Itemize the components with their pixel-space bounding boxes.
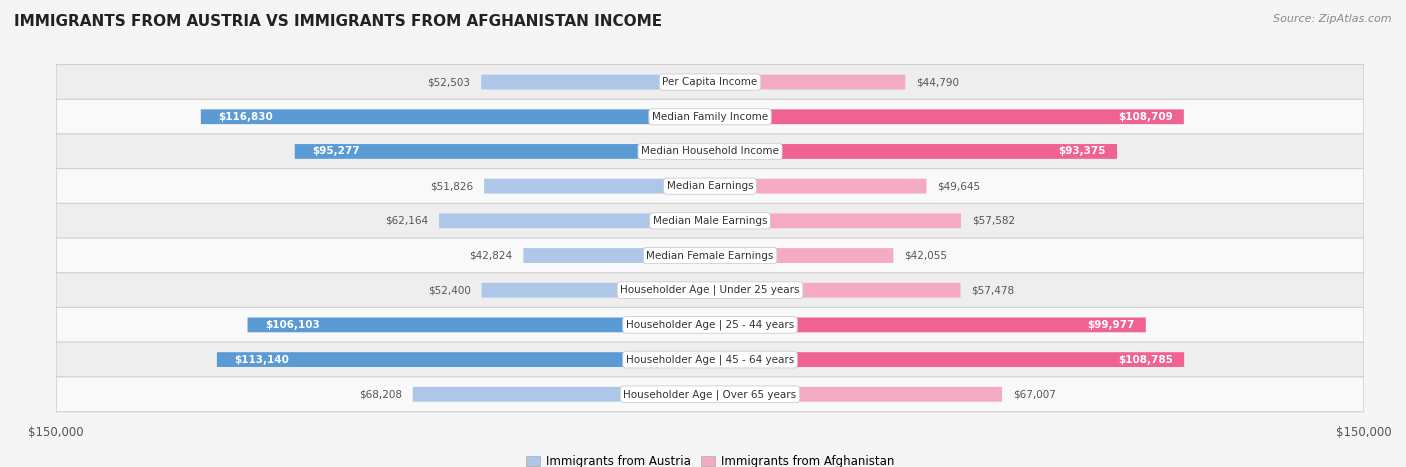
FancyBboxPatch shape bbox=[56, 99, 1364, 134]
Text: $113,140: $113,140 bbox=[235, 354, 290, 365]
FancyBboxPatch shape bbox=[484, 179, 710, 193]
Text: $49,645: $49,645 bbox=[938, 181, 980, 191]
Text: $99,977: $99,977 bbox=[1087, 320, 1135, 330]
FancyBboxPatch shape bbox=[710, 248, 893, 263]
FancyBboxPatch shape bbox=[56, 342, 1364, 377]
FancyBboxPatch shape bbox=[710, 213, 962, 228]
FancyBboxPatch shape bbox=[201, 109, 710, 124]
Text: Median Family Income: Median Family Income bbox=[652, 112, 768, 122]
FancyBboxPatch shape bbox=[710, 387, 1002, 402]
FancyBboxPatch shape bbox=[710, 144, 1116, 159]
FancyBboxPatch shape bbox=[710, 318, 1146, 333]
FancyBboxPatch shape bbox=[523, 248, 710, 263]
FancyBboxPatch shape bbox=[217, 352, 710, 367]
FancyBboxPatch shape bbox=[56, 134, 1364, 169]
Text: Per Capita Income: Per Capita Income bbox=[662, 77, 758, 87]
Text: Householder Age | Over 65 years: Householder Age | Over 65 years bbox=[623, 389, 797, 400]
Text: $93,375: $93,375 bbox=[1059, 147, 1107, 156]
Text: Householder Age | 45 - 64 years: Householder Age | 45 - 64 years bbox=[626, 354, 794, 365]
Text: $106,103: $106,103 bbox=[264, 320, 319, 330]
Text: Householder Age | Under 25 years: Householder Age | Under 25 years bbox=[620, 285, 800, 296]
Text: IMMIGRANTS FROM AUSTRIA VS IMMIGRANTS FROM AFGHANISTAN INCOME: IMMIGRANTS FROM AUSTRIA VS IMMIGRANTS FR… bbox=[14, 14, 662, 29]
FancyBboxPatch shape bbox=[56, 238, 1364, 273]
FancyBboxPatch shape bbox=[56, 377, 1364, 412]
FancyBboxPatch shape bbox=[710, 75, 905, 90]
FancyBboxPatch shape bbox=[56, 307, 1364, 342]
FancyBboxPatch shape bbox=[247, 318, 710, 333]
Text: $44,790: $44,790 bbox=[917, 77, 959, 87]
FancyBboxPatch shape bbox=[710, 179, 927, 193]
Text: $67,007: $67,007 bbox=[1012, 389, 1056, 399]
Text: $52,400: $52,400 bbox=[427, 285, 471, 295]
FancyBboxPatch shape bbox=[710, 283, 960, 297]
Text: $62,164: $62,164 bbox=[385, 216, 429, 226]
Text: Median Household Income: Median Household Income bbox=[641, 147, 779, 156]
Text: $108,785: $108,785 bbox=[1118, 354, 1173, 365]
Text: Median Female Earnings: Median Female Earnings bbox=[647, 250, 773, 261]
Text: $51,826: $51,826 bbox=[430, 181, 474, 191]
Text: $57,582: $57,582 bbox=[972, 216, 1015, 226]
Text: $42,055: $42,055 bbox=[904, 250, 948, 261]
Text: $52,503: $52,503 bbox=[427, 77, 470, 87]
FancyBboxPatch shape bbox=[56, 64, 1364, 99]
FancyBboxPatch shape bbox=[56, 203, 1364, 238]
FancyBboxPatch shape bbox=[56, 169, 1364, 204]
FancyBboxPatch shape bbox=[481, 75, 710, 90]
FancyBboxPatch shape bbox=[295, 144, 710, 159]
Text: Source: ZipAtlas.com: Source: ZipAtlas.com bbox=[1274, 14, 1392, 24]
FancyBboxPatch shape bbox=[439, 213, 710, 228]
Legend: Immigrants from Austria, Immigrants from Afghanistan: Immigrants from Austria, Immigrants from… bbox=[522, 450, 898, 467]
FancyBboxPatch shape bbox=[56, 273, 1364, 308]
Text: Median Earnings: Median Earnings bbox=[666, 181, 754, 191]
Text: $108,709: $108,709 bbox=[1118, 112, 1173, 122]
FancyBboxPatch shape bbox=[710, 352, 1184, 367]
Text: $68,208: $68,208 bbox=[359, 389, 402, 399]
FancyBboxPatch shape bbox=[413, 387, 710, 402]
Text: $116,830: $116,830 bbox=[218, 112, 273, 122]
Text: Householder Age | 25 - 44 years: Householder Age | 25 - 44 years bbox=[626, 319, 794, 330]
Text: $95,277: $95,277 bbox=[312, 147, 360, 156]
FancyBboxPatch shape bbox=[710, 109, 1184, 124]
Text: $42,824: $42,824 bbox=[470, 250, 512, 261]
Text: Median Male Earnings: Median Male Earnings bbox=[652, 216, 768, 226]
Text: $57,478: $57,478 bbox=[972, 285, 1015, 295]
FancyBboxPatch shape bbox=[482, 283, 710, 297]
